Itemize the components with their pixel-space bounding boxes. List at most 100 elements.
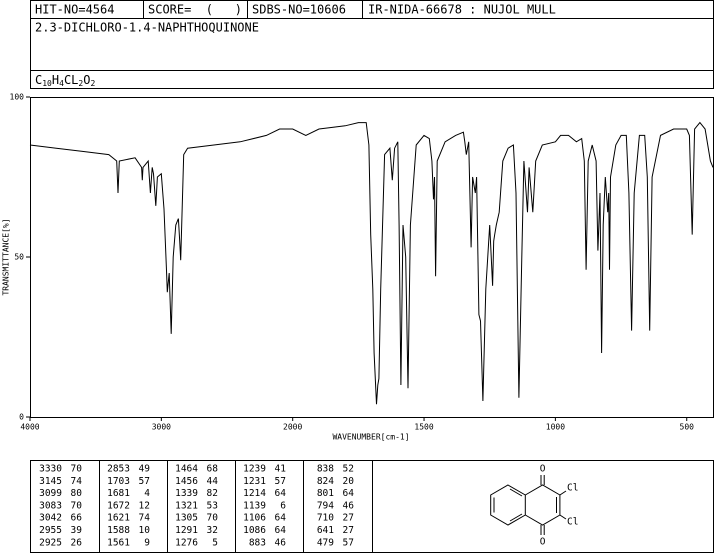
peak-wavenumber: 1239 (243, 464, 266, 475)
peak-transmittance: 4 (144, 488, 150, 499)
peak-wavenumber: 1086 (243, 525, 266, 536)
double-bond (509, 488, 523, 497)
peak-wavenumber: 3330 (39, 464, 62, 475)
peak-transmittance: 26 (71, 537, 83, 548)
formula-part: C (35, 73, 42, 87)
formula-part: 2 (78, 79, 83, 88)
peak-wavenumber: 1588 (107, 525, 130, 536)
peak-transmittance: 5 (212, 537, 218, 548)
peak-transmittance: 39 (71, 525, 83, 536)
peak-wavenumber: 1231 (243, 476, 266, 487)
x-tick-label: 1000 (546, 423, 565, 432)
peak-transmittance: 12 (139, 500, 150, 511)
formula-part: 4 (59, 79, 64, 88)
peak-transmittance: 9 (144, 537, 150, 548)
peak-wavenumber: 1621 (107, 513, 130, 524)
atom-label: Cl (567, 517, 578, 528)
peak-wavenumber: 1703 (107, 476, 130, 487)
peak-wavenumber: 3042 (39, 513, 62, 524)
atom-label: O (540, 537, 546, 548)
peak-transmittance: 57 (275, 476, 286, 487)
x-tick-label: 2000 (283, 423, 302, 432)
double-bond (509, 513, 523, 522)
peak-transmittance: 64 (275, 488, 287, 499)
peak-wavenumber: 710 (317, 513, 334, 524)
formula-part: 2 (90, 79, 95, 88)
peak-transmittance: 74 (71, 476, 83, 487)
peak-transmittance: 44 (207, 476, 219, 487)
formula-part: H (52, 73, 59, 87)
peak-transmittance: 52 (343, 464, 354, 475)
peak-wavenumber: 1106 (243, 513, 266, 524)
y-axis-label: TRANSMITTANCE[%] (2, 218, 11, 295)
peak-wavenumber: 479 (317, 537, 334, 548)
peak-wavenumber: 1561 (107, 537, 130, 548)
peak-wavenumber: 3145 (39, 476, 62, 487)
peak-transmittance: 74 (139, 513, 151, 524)
peak-transmittance: 27 (343, 525, 354, 536)
peak-transmittance: 68 (207, 464, 219, 475)
formula-part: 10 (42, 79, 52, 88)
peak-wavenumber: 883 (249, 537, 266, 548)
c-cl-bond (559, 514, 567, 520)
c-cl-bond (559, 490, 567, 496)
peak-transmittance: 66 (71, 513, 83, 524)
structure-bonds (490, 475, 567, 535)
peak-transmittance: 70 (71, 500, 83, 511)
peak-wavenumber: 1214 (243, 488, 266, 499)
y-tick-label: 0 (19, 413, 24, 422)
ir-id: IR-NIDA-66678 : NUJOL MULL (368, 3, 556, 17)
peak-transmittance: 53 (207, 500, 218, 511)
peak-wavenumber: 1339 (175, 488, 198, 499)
peak-transmittance: 46 (343, 500, 355, 511)
peak-wavenumber: 2955 (39, 525, 62, 536)
peak-transmittance: 10 (139, 525, 151, 536)
peak-wavenumber: 1305 (175, 513, 198, 524)
peak-wavenumber: 1321 (175, 500, 198, 511)
spectrum-line (29, 121, 714, 405)
plot-frame (30, 97, 714, 418)
peak-wavenumber: 1456 (175, 476, 198, 487)
peak-transmittance: 82 (207, 488, 218, 499)
benzene-ring (490, 484, 526, 526)
peak-wavenumber: 1276 (175, 537, 198, 548)
x-axis-label: WAVENUMBER[cm-1] (332, 433, 409, 442)
peak-transmittance: 64 (343, 488, 355, 499)
peak-transmittance: 70 (207, 513, 219, 524)
peak-transmittance: 20 (343, 476, 355, 487)
peak-transmittance: 32 (207, 525, 218, 536)
peak-transmittance: 57 (343, 537, 354, 548)
peak-wavenumber: 1464 (175, 464, 198, 475)
peak-transmittance: 64 (275, 513, 287, 524)
peak-wavenumber: 1139 (243, 500, 266, 511)
peak-wavenumber: 3083 (39, 500, 62, 511)
peak-transmittance: 70 (71, 464, 83, 475)
peak-wavenumber: 1291 (175, 525, 198, 536)
quinone-ring (525, 484, 561, 526)
peak-transmittance: 64 (275, 525, 287, 536)
peak-transmittance: 46 (275, 537, 287, 548)
peak-wavenumber: 3099 (39, 488, 62, 499)
peak-transmittance: 27 (343, 513, 354, 524)
peak-wavenumber: 641 (317, 525, 334, 536)
peak-transmittance: 41 (275, 464, 287, 475)
peak-transmittance: 57 (139, 476, 150, 487)
peak-wavenumber: 824 (317, 476, 334, 487)
peak-wavenumber: 2925 (39, 537, 62, 548)
peak-wavenumber: 1681 (107, 488, 130, 499)
peak-wavenumber: 794 (317, 500, 334, 511)
peak-transmittance: 49 (139, 464, 151, 475)
header-box (30, 0, 714, 89)
y-tick-label: 50 (14, 253, 24, 262)
x-tick-label: 1500 (414, 423, 433, 432)
peak-wavenumber: 2853 (107, 464, 130, 475)
x-tick-label: 4000 (20, 423, 39, 432)
x-tick-label: 3000 (152, 423, 171, 432)
peak-wavenumber: 838 (317, 464, 334, 475)
formula-part: CL (64, 73, 78, 87)
atom-label: Cl (567, 483, 578, 494)
formula: C10H4CL2O2 (35, 73, 95, 88)
peak-wavenumber: 801 (317, 488, 334, 499)
hit-no: HIT-NO=4564 (35, 3, 114, 17)
